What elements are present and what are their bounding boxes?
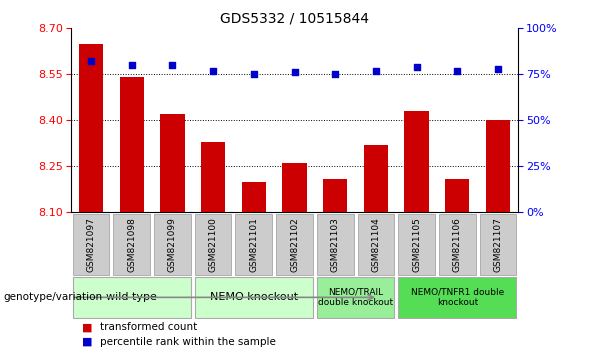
Text: GSM821103: GSM821103: [330, 217, 340, 272]
Point: [127, 62, 137, 68]
Text: ■: ■: [82, 322, 93, 332]
Text: GSM821105: GSM821105: [412, 217, 421, 272]
FancyBboxPatch shape: [195, 214, 231, 275]
Text: GSM821101: GSM821101: [249, 217, 259, 272]
Point: [412, 64, 421, 70]
Bar: [72, 277, 191, 318]
Bar: [405, 111, 429, 212]
Bar: [445, 179, 469, 212]
Bar: [160, 114, 184, 212]
Text: GSM821098: GSM821098: [127, 217, 136, 272]
FancyBboxPatch shape: [358, 214, 394, 275]
Bar: [363, 145, 388, 212]
Text: GSM821100: GSM821100: [209, 217, 217, 272]
Point: [452, 68, 462, 74]
FancyBboxPatch shape: [479, 214, 517, 275]
Title: GDS5332 / 10515844: GDS5332 / 10515844: [220, 12, 369, 26]
Text: genotype/variation: genotype/variation: [3, 292, 102, 302]
Text: GSM821099: GSM821099: [168, 217, 177, 272]
Point: [249, 72, 259, 77]
Text: percentile rank within the sample: percentile rank within the sample: [100, 337, 276, 347]
Text: GSM821097: GSM821097: [87, 217, 95, 272]
Point: [290, 70, 299, 75]
Point: [330, 72, 340, 77]
Bar: [241, 182, 266, 212]
FancyBboxPatch shape: [317, 214, 353, 275]
Point: [209, 68, 218, 74]
Text: NEMO/TNFR1 double
knockout: NEMO/TNFR1 double knockout: [411, 288, 504, 307]
FancyBboxPatch shape: [72, 214, 110, 275]
Point: [168, 62, 177, 68]
Text: transformed count: transformed count: [100, 322, 197, 332]
FancyBboxPatch shape: [154, 214, 191, 275]
Text: GSM821107: GSM821107: [494, 217, 502, 272]
FancyBboxPatch shape: [439, 214, 475, 275]
Bar: [201, 142, 226, 212]
Bar: [195, 277, 313, 318]
Point: [87, 59, 96, 64]
FancyBboxPatch shape: [398, 214, 435, 275]
FancyBboxPatch shape: [114, 214, 150, 275]
Text: GSM821102: GSM821102: [290, 217, 299, 272]
Bar: [120, 78, 144, 212]
Text: NEMO knockout: NEMO knockout: [210, 292, 298, 302]
FancyBboxPatch shape: [236, 214, 272, 275]
Bar: [486, 120, 510, 212]
Bar: [282, 163, 307, 212]
Bar: [323, 179, 348, 212]
Text: GSM821104: GSM821104: [372, 217, 380, 272]
Point: [371, 68, 380, 74]
FancyBboxPatch shape: [276, 214, 313, 275]
Point: [493, 66, 502, 72]
Text: NEMO/TRAIL
double knockout: NEMO/TRAIL double knockout: [318, 288, 393, 307]
Bar: [398, 277, 517, 318]
Text: wild type: wild type: [106, 292, 157, 302]
Bar: [79, 44, 103, 212]
Text: ■: ■: [82, 337, 93, 347]
Text: GSM821106: GSM821106: [453, 217, 462, 272]
Bar: [317, 277, 394, 318]
